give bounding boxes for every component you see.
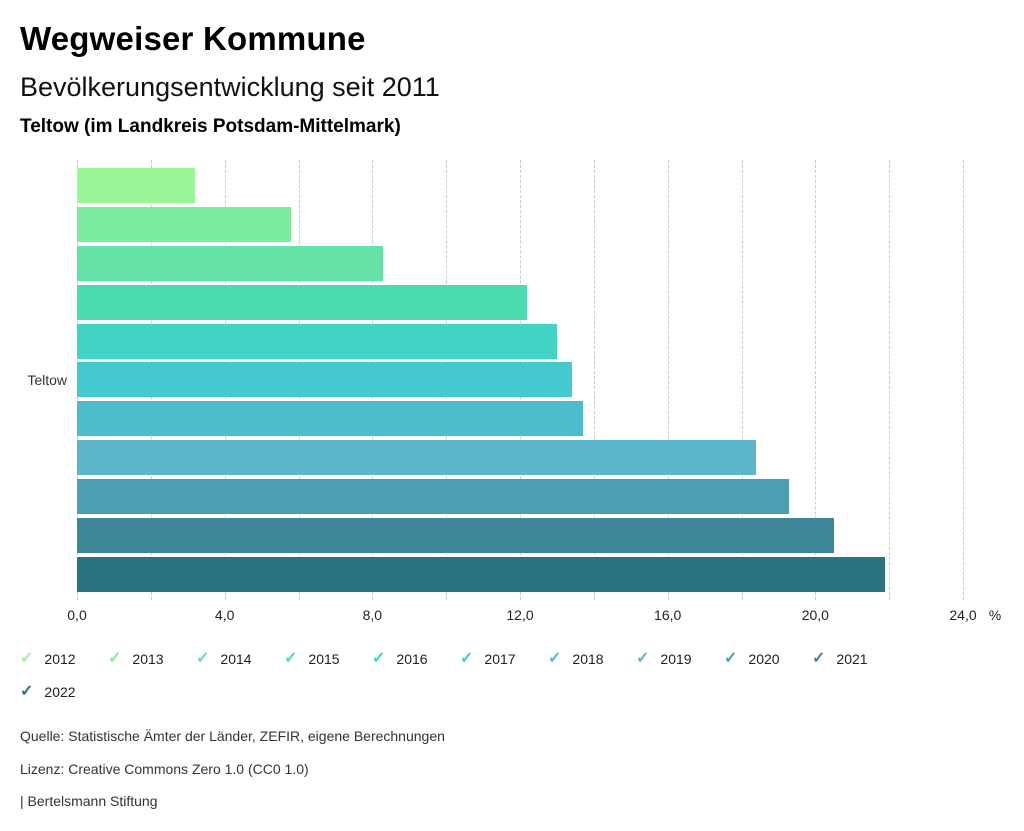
legend-year-label: 2022	[44, 684, 76, 700]
legend-year-label: 2012	[44, 651, 76, 667]
x-axis: % 0,0 4,0 8,0 12,0 16,0 20,0 24,0	[67, 604, 1001, 626]
legend-year-label: 2018	[572, 651, 604, 667]
gridline-20	[815, 160, 817, 600]
legend-year-label: 2013	[132, 651, 164, 667]
legend-item-2021[interactable]: ✓ 2021	[812, 650, 900, 668]
check-icon: ✓	[812, 650, 826, 667]
check-icon: ✓	[460, 650, 474, 667]
legend-year-label: 2016	[396, 651, 428, 667]
chart-title: Bevölkerungsentwicklung seit 2011	[20, 72, 440, 102]
y-axis-group-label: Teltow	[27, 372, 67, 388]
check-icon: ✓	[548, 650, 562, 667]
license-note: Lizenz: Creative Commons Zero 1.0 (CC0 1…	[20, 760, 309, 777]
gridline-22	[889, 160, 891, 600]
gridline-16	[667, 160, 669, 600]
legend: ✓ 2012 ✓ 2013 ✓ 2014 ✓ 2015 ✓ 2016 ✓ 2017 ✓ 2018 ✓ 2019…	[20, 650, 970, 701]
legend-item-2016[interactable]: ✓ 2016	[372, 650, 460, 668]
x-tick-label-20: 20,0	[801, 607, 829, 623]
gridline-18	[741, 160, 743, 600]
x-tick-label-12: 12,0	[506, 607, 534, 623]
footer: Quelle: Statistische Ämter der Länder, Z…	[20, 728, 445, 826]
check-icon: ✓	[196, 650, 210, 667]
check-icon: ✓	[108, 650, 122, 667]
bar-2014[interactable]	[77, 245, 384, 281]
bar-2021[interactable]	[77, 518, 834, 554]
check-icon: ✓	[20, 683, 34, 700]
check-icon: ✓	[20, 650, 34, 667]
x-tick-label-4: 4,0	[214, 607, 235, 623]
x-tick-label-0: 0,0	[67, 607, 87, 623]
bar-2012[interactable]	[77, 168, 196, 203]
legend-item-2013[interactable]: ✓ 2013	[108, 650, 196, 668]
legend-item-2022[interactable]: ✓ 2022	[20, 683, 108, 701]
bar-2018[interactable]	[77, 401, 583, 437]
bar-2015[interactable]	[77, 284, 528, 320]
check-icon: ✓	[284, 650, 298, 667]
attribution-note: | Bertelsmann Stiftung	[20, 793, 158, 809]
legend-item-2019[interactable]: ✓ 2019	[636, 650, 724, 668]
legend-item-2020[interactable]: ✓ 2020	[724, 650, 812, 668]
bars-container	[77, 168, 963, 592]
bar-2016[interactable]	[77, 323, 557, 359]
legend-item-2015[interactable]: ✓ 2015	[284, 650, 372, 668]
bar-2022[interactable]	[77, 556, 886, 592]
bar-2017[interactable]	[77, 362, 572, 398]
check-icon: ✓	[636, 650, 650, 667]
legend-item-2018[interactable]: ✓ 2018	[548, 650, 636, 668]
legend-year-label: 2019	[660, 651, 692, 667]
bar-2013[interactable]	[77, 206, 292, 242]
check-icon: ✓	[372, 650, 386, 667]
legend-item-2014[interactable]: ✓ 2014	[196, 650, 284, 668]
check-icon: ✓	[724, 650, 738, 667]
legend-item-2012[interactable]: ✓ 2012	[20, 650, 108, 668]
legend-item-2017[interactable]: ✓ 2017	[460, 650, 548, 668]
bar-2020[interactable]	[77, 479, 790, 515]
gridline-14	[593, 160, 595, 600]
chart-location-subtitle: Teltow (im Landkreis Potsdam-Mittelmark)	[20, 116, 401, 137]
header: Wegweiser Kommune Bevölkerungsentwicklun…	[20, 20, 440, 138]
x-tick-label-8: 8,0	[362, 607, 383, 623]
x-tick-label-24: 24,0	[949, 607, 977, 623]
plot-area: Teltow	[27, 160, 964, 600]
gridline-24	[963, 160, 964, 600]
bar-2019[interactable]	[77, 440, 757, 476]
legend-year-label: 2021	[836, 651, 868, 667]
x-axis-unit-label: %	[988, 607, 1002, 623]
page-title: Wegweiser Kommune	[20, 20, 366, 57]
legend-year-label: 2014	[220, 651, 252, 667]
legend-year-label: 2015	[308, 651, 340, 667]
legend-year-label: 2017	[484, 651, 516, 667]
legend-year-label: 2020	[748, 651, 780, 667]
source-note: Quelle: Statistische Ämter der Länder, Z…	[20, 728, 445, 744]
x-tick-label-16: 16,0	[654, 607, 682, 623]
